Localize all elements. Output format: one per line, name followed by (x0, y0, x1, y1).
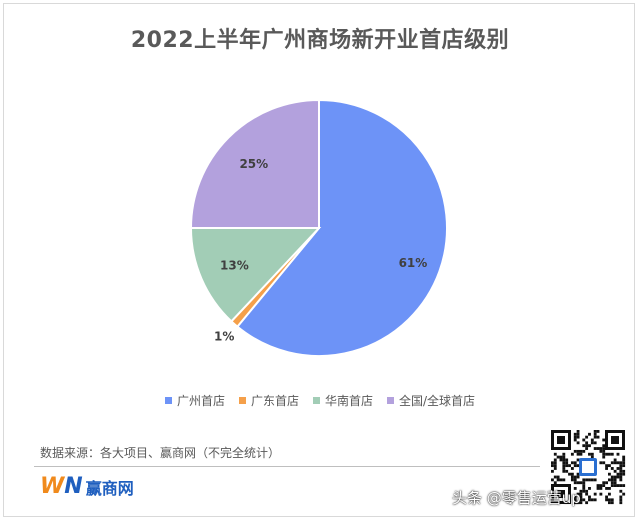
legend-swatch (312, 397, 320, 404)
pie-slice-3 (189, 98, 320, 229)
legend-label: 全国/全球首店 (399, 394, 476, 408)
logo-text: 赢商网 (85, 479, 134, 498)
legend-swatch (164, 397, 172, 404)
slice-value-label: 61% (399, 256, 428, 270)
pie-slices (189, 98, 448, 357)
slice-value-label: 1% (214, 330, 234, 344)
logo-mark: WN (40, 474, 83, 499)
legend-label: 华南首店 (324, 394, 373, 408)
pie-slice-0 (236, 98, 448, 357)
slice-value-label: 25% (239, 157, 268, 171)
legend-swatch (387, 397, 394, 404)
chart-title: 2022上半年广州商场新开业首店级别 (130, 28, 510, 53)
slice-value-label: 13% (220, 259, 249, 273)
legend: 广州首店 广东首店 华南首店 全国/全球首店 (0, 392, 640, 409)
legend-item-guangzhou: 广州首店 (164, 392, 225, 409)
divider (34, 466, 540, 467)
pie-slice-labels: 61% 1% 13% 25% (214, 157, 427, 344)
chart-frame (3, 3, 635, 517)
legend-item-guangdong: 广东首店 (238, 392, 299, 409)
legend-label: 广东首店 (250, 394, 299, 408)
pie-slice-2 (189, 227, 322, 323)
legend-swatch (238, 397, 246, 404)
qr-code-icon (549, 428, 627, 506)
source-note: 数据来源：各大项目、赢商网（不完全统计） (40, 446, 281, 460)
watermark: 头条 @零售运营up (452, 489, 581, 507)
legend-label: 广州首店 (176, 394, 225, 408)
legend-item-south-china: 华南首店 (312, 392, 373, 409)
winshang-logo: WN 赢商网 (40, 474, 134, 500)
legend-item-national-global: 全国/全球首店 (387, 392, 475, 409)
